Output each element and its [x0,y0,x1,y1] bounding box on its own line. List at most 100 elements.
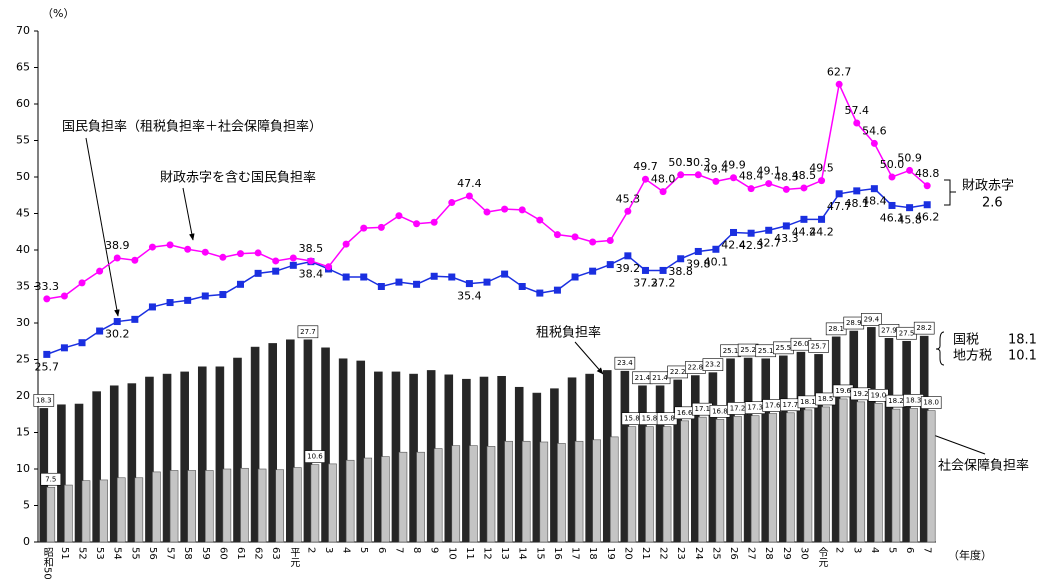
marker [694,247,702,255]
value-label: 27.7 [300,328,316,336]
series-label: 租税負担率 [536,326,601,341]
value-label: 17.1 [694,405,710,413]
marker [430,218,438,226]
bar [821,406,830,543]
value-label: 40.1 [704,255,729,268]
bar [926,410,936,543]
value-label: 50.3 [686,156,711,169]
annotation-arrow [927,432,986,455]
value-label: 49.7 [633,160,658,173]
x-tick-label: 57 [165,547,176,560]
bar [152,471,161,543]
marker [888,201,896,209]
value-label: 48.4 [739,170,764,183]
value-label: 16.6 [677,409,693,417]
bar [81,480,91,543]
marker [641,175,649,183]
value-label: 15.8 [642,415,658,423]
x-unit: （年度） [948,548,992,562]
y-tick-label: 0 [23,535,30,548]
bar [768,413,778,543]
value-label: 10.6 [307,453,323,461]
marker [254,249,262,257]
deficit-label: 財政赤字 [962,179,1014,194]
bar [363,457,373,543]
value-label: 7.5 [45,475,56,483]
value-label: 18.5 [818,395,834,403]
marker [465,192,473,200]
bar [145,376,154,543]
marker [289,254,297,262]
x-tick-label: 令元 [816,546,828,567]
bar [803,409,813,543]
x-tick-label: 55 [129,547,140,560]
marker [641,266,649,274]
marker [448,273,456,281]
bar [381,456,390,543]
series-label: 財政赤字を含む国民負担率 [160,171,316,186]
value-label: 49.1 [756,165,781,178]
bar [574,440,584,543]
bar [856,401,866,543]
bar [127,383,137,543]
marker [818,177,826,185]
bar [539,441,549,543]
value-label-box [861,313,882,326]
bar [627,426,637,543]
marker [536,216,544,224]
marker [906,204,914,212]
bar [645,426,654,543]
value-label: 28.2 [916,324,932,332]
value-label: 49.5 [809,162,834,175]
x-tick-label: 23 [675,547,686,560]
marker [148,243,156,251]
bar [328,463,337,543]
marker [131,315,139,323]
value-label: 18.3 [36,396,52,404]
marker [430,272,438,280]
y-tick-label: 40 [16,243,30,256]
y-tick-label: 10 [16,462,30,475]
bar [697,416,707,543]
x-tick-label: 11 [464,547,475,560]
marker [483,208,491,216]
marker [712,245,720,253]
value-label: 16.8 [712,407,728,415]
marker [413,220,421,228]
bar [715,419,725,543]
value-label: 42.7 [756,236,781,249]
marker [659,188,667,196]
marker [853,187,861,195]
y-tick-label: 65 [16,61,30,74]
marker [201,248,209,256]
marker [113,254,121,262]
y-tick-label: 25 [16,353,30,366]
marker [553,286,561,294]
marker [78,279,86,287]
value-label: 43.3 [774,232,799,245]
x-tick-label: 4 [341,547,352,553]
x-tick-label: 53 [94,547,105,560]
x-tick-label: 60 [217,547,228,560]
breakdown-value: 18.1 [1008,333,1037,348]
x-tick-label: 59 [200,547,211,560]
marker [377,223,385,231]
value-label: 48.1 [845,197,870,210]
bar [592,439,601,543]
bar [275,469,285,543]
x-tick-label: 18 [587,547,598,560]
value-label: 25.1 [723,347,739,355]
marker [747,185,755,193]
value-label: 62.7 [827,65,852,78]
x-tick-label: 61 [235,547,246,560]
y-unit: （%） [42,7,74,20]
x-tick-label: 24 [693,547,704,560]
value-label: 48.5 [792,169,817,182]
marker [624,207,632,215]
marker [694,171,702,179]
marker [571,233,579,241]
x-tick-label: 62 [253,547,264,560]
annotation-arrow [85,137,120,317]
marker [272,257,280,265]
